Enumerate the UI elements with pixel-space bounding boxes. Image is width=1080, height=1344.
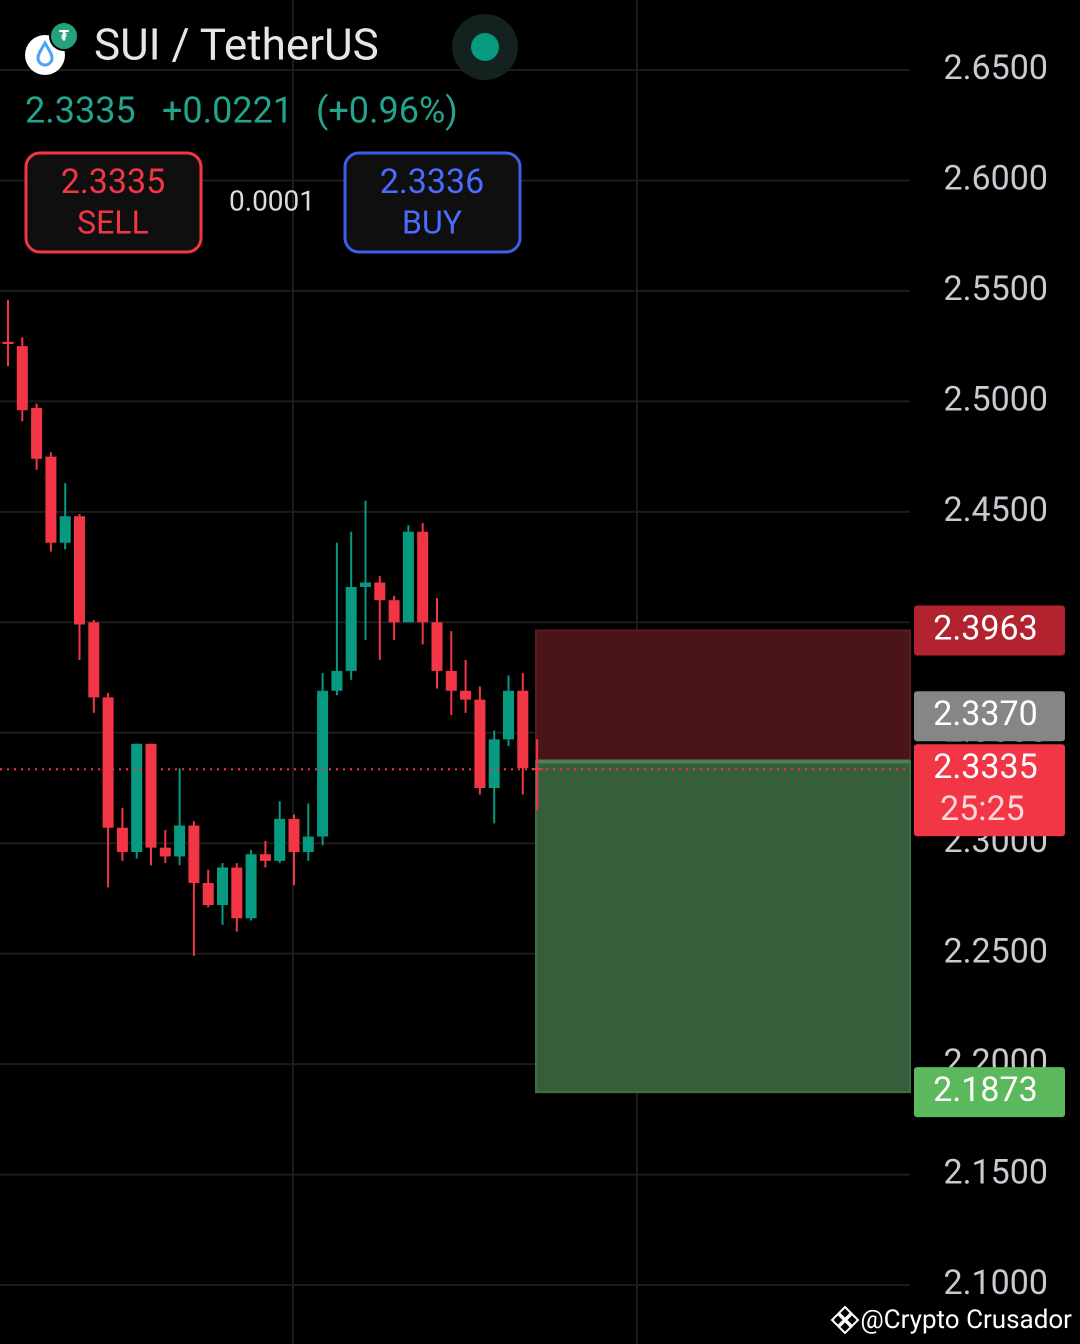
sell-label[interactable]: SELL: [77, 203, 149, 241]
buy-box[interactable]: [343, 151, 522, 254]
candle-body: [88, 622, 100, 698]
candle-body: [488, 739, 500, 788]
candle-body: [302, 836, 314, 853]
candle-body: [374, 582, 386, 601]
last-price-label: 2.3335: [933, 747, 1038, 787]
candle-body: [417, 531, 429, 623]
buy-label[interactable]: BUY: [402, 203, 462, 241]
candle-body: [259, 854, 271, 861]
quote-icon-glyph: ₮: [59, 29, 69, 45]
candle-body: [345, 586, 357, 671]
candle-body: [460, 690, 472, 700]
y-tick-label: 2.1000: [943, 1263, 1048, 1303]
stop-label: 2.3963: [933, 608, 1038, 648]
stop-label-box: [914, 605, 1065, 656]
candle-body: [445, 670, 457, 691]
sui-icon: [36, 39, 54, 67]
position-zones: [535, 629, 911, 1094]
header: ₮ SUI / TetherUS 2.3335 +0.0221 (+0.96%)…: [24, 14, 522, 254]
candle-body: [116, 827, 128, 853]
watermark: @Crypto Crusador: [860, 1305, 1072, 1335]
candle-body: [402, 531, 414, 623]
change-pct: (+0.96%): [316, 90, 458, 132]
stop-zone: [535, 629, 911, 763]
candle-body: [360, 582, 371, 587]
candle-body: [145, 743, 157, 848]
candle-body: [288, 818, 300, 853]
candle-body: [174, 825, 186, 857]
entry-label-box: [914, 691, 1065, 742]
candle-body: [202, 882, 214, 906]
last-price-box: [914, 744, 1065, 837]
candle-body: [474, 699, 486, 788]
candle-body: [231, 867, 243, 919]
target-label-box: [914, 1067, 1065, 1118]
candle-body: [388, 600, 400, 623]
candle-body: [503, 690, 514, 740]
candle-body: [274, 818, 286, 861]
candle-body: [45, 456, 57, 543]
y-tick-label: 2.6500: [943, 48, 1048, 88]
y-tick-label: 2.5000: [943, 379, 1048, 419]
y-tick-label: 2.4500: [943, 490, 1048, 530]
candle-body: [74, 516, 85, 625]
candle-body: [531, 768, 543, 771]
quote-icon: [49, 21, 79, 51]
change: +0.0221: [162, 90, 293, 132]
candle-body: [31, 408, 43, 459]
candle-body: [102, 697, 114, 828]
y-tick-label: 2.5500: [943, 269, 1048, 309]
sell-button[interactable]: 2.3335 SELL: [24, 151, 203, 254]
buy-price[interactable]: 2.3336: [380, 162, 485, 202]
y-tick-label: 2.6000: [943, 158, 1048, 198]
candle-body: [159, 847, 171, 857]
candle-body: [188, 825, 200, 883]
watermark-group: @Crypto Crusador: [830, 1305, 1072, 1335]
candle-body: [2, 341, 14, 344]
watermark-icon: [830, 1305, 860, 1335]
price: 2.3335: [25, 90, 136, 132]
candle-body: [431, 622, 443, 671]
candle-body: [331, 670, 343, 691]
sell-box[interactable]: [24, 151, 203, 254]
y-tick-label: 2.2500: [943, 932, 1048, 972]
status-dot: [471, 33, 499, 61]
symbol: SUI / TetherUS: [94, 19, 379, 71]
sell-price[interactable]: 2.3335: [61, 162, 166, 202]
entry-label: 2.3370: [933, 694, 1038, 734]
candle-body: [217, 867, 228, 906]
candle-body: [517, 690, 529, 769]
candle-body: [59, 516, 71, 543]
buy-button[interactable]: 2.3336 BUY: [343, 151, 522, 254]
spread: 0.0001: [229, 184, 315, 217]
candle-body: [317, 690, 329, 837]
candle-body: [131, 743, 143, 853]
countdown: 25:25: [940, 789, 1025, 829]
candle-body: [245, 854, 257, 919]
y-tick-label: 2.1500: [943, 1153, 1048, 1193]
target-zone: [535, 760, 911, 1094]
candles: [0, 299, 910, 956]
target-label: 2.1873: [933, 1070, 1038, 1110]
candle-body: [16, 346, 28, 411]
